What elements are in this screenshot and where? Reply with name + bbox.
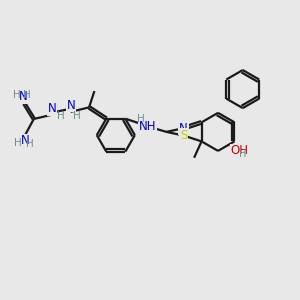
Text: H: H (57, 111, 64, 121)
Text: H: H (23, 90, 31, 100)
Text: H: H (26, 139, 34, 149)
Text: N: N (179, 122, 188, 135)
Text: N: N (48, 102, 57, 116)
Text: S: S (180, 129, 187, 142)
Text: N: N (67, 99, 76, 112)
Text: N: N (20, 134, 29, 148)
Text: H: H (13, 90, 21, 100)
Text: N: N (18, 91, 27, 103)
Text: H: H (14, 138, 22, 148)
Text: OH: OH (230, 144, 248, 158)
Text: NH: NH (139, 120, 157, 133)
Text: H: H (73, 111, 81, 121)
Text: H: H (137, 114, 145, 124)
Text: H: H (239, 149, 246, 159)
